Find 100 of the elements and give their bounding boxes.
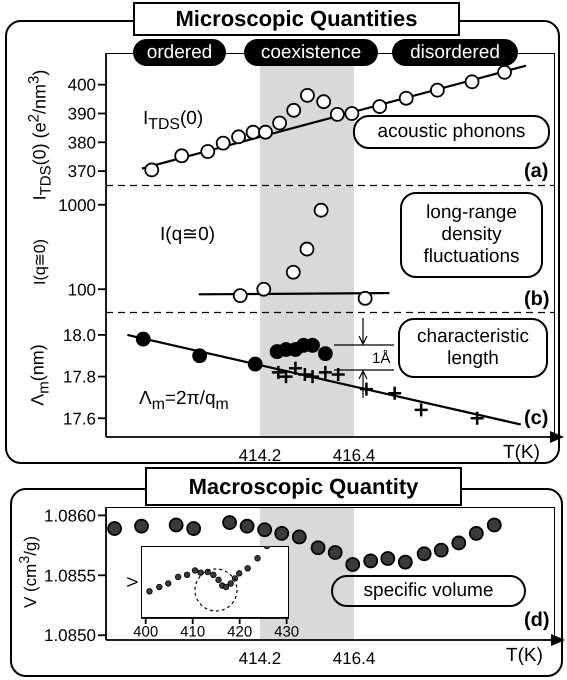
y-tick-label: 100 [68,280,96,299]
point [272,116,288,130]
point [215,576,222,584]
y-tick-label: 370 [68,162,96,182]
chart-title: Macroscopic Quantity [145,467,462,506]
annotation: I(q≅0) [160,223,216,246]
point [344,106,360,121]
point [134,518,149,534]
y-tick-label: 380 [68,133,96,152]
point [314,202,328,218]
annotation: long-range density fluctuations [400,192,543,278]
point [363,554,378,568]
point [216,136,231,151]
point [232,288,248,303]
point [244,565,251,572]
point [468,526,484,541]
point [200,144,216,159]
annotation: 1Å [372,350,390,367]
point [192,348,208,364]
point [316,94,332,110]
annotation: specific volume [331,575,526,607]
point [236,570,242,577]
y-tick-label: 390 [68,104,96,124]
point [256,281,272,296]
y-tick-label: 1.0860 [44,506,96,526]
point [136,332,151,346]
point [222,584,230,590]
y-tick-label: 17.8 [62,368,96,387]
y-axis-title: V [124,576,142,588]
point [240,518,255,534]
point [497,64,512,80]
point [210,572,217,578]
point [156,584,163,590]
point [328,545,343,560]
chart-title: Microscopic Quantities [133,2,460,36]
annotation: (a) [524,160,548,183]
point [228,580,234,587]
annotation: Λ$_{m}$=2π/q$_{m}$ [139,388,229,414]
point [310,540,326,556]
point [430,82,445,98]
x-tick-label: 400 [133,624,158,641]
point [197,569,204,576]
x-axis-title: T(K) [503,442,540,464]
point [300,241,314,256]
point [372,99,388,114]
point [469,410,485,426]
point [304,368,320,384]
point [174,148,190,164]
point [257,522,272,538]
y-tick-label: 1.0855 [44,566,96,586]
point [222,515,237,530]
x-axis-title: T(K) [506,645,543,667]
point [168,518,184,532]
point [434,542,449,558]
point [286,102,302,118]
point [146,588,153,595]
annotation: (b) [524,288,550,311]
point [413,402,429,418]
x-tick-label: 414.2 [238,446,282,466]
point [144,162,160,178]
point [300,88,315,103]
point [292,530,307,544]
y-axis-title: I(q≅0) [31,239,50,285]
point [258,124,273,140]
annotation: acoustic phonons [353,115,550,149]
point [184,572,190,578]
point [451,536,466,550]
point [318,346,333,362]
point [386,386,402,401]
point [345,557,360,572]
point [330,106,345,122]
point [254,555,261,562]
x-tick-label: 420 [227,624,252,641]
point [398,90,414,106]
point [318,364,334,380]
x-tick-label: 416.4 [332,649,376,668]
point [174,574,182,580]
point [358,381,374,397]
y-tick-label: 18.0 [62,326,96,345]
y-tick-label: 17.6 [62,409,96,428]
x-tick-label: 430 [274,624,300,641]
point [274,526,290,541]
annotation: characteristic length [398,318,548,378]
point [286,264,301,280]
point [380,551,396,566]
annotation: disordered [392,39,518,66]
point [192,567,198,574]
annotation: (d) [524,609,550,632]
y-tick-label: 1.0850 [44,626,96,646]
point [416,546,432,562]
point [464,74,480,90]
point [107,521,122,536]
y-tick-label: 1000 [58,195,96,214]
annotation: coexistence [244,39,378,66]
x-tick-label: 416.4 [332,446,376,466]
x-tick-label: 410 [180,624,206,641]
y-tick-label: 400 [68,76,96,95]
annotation: I$_{TDS}$(0) [143,108,204,134]
annotation: ordered [133,39,226,66]
point [186,521,202,536]
